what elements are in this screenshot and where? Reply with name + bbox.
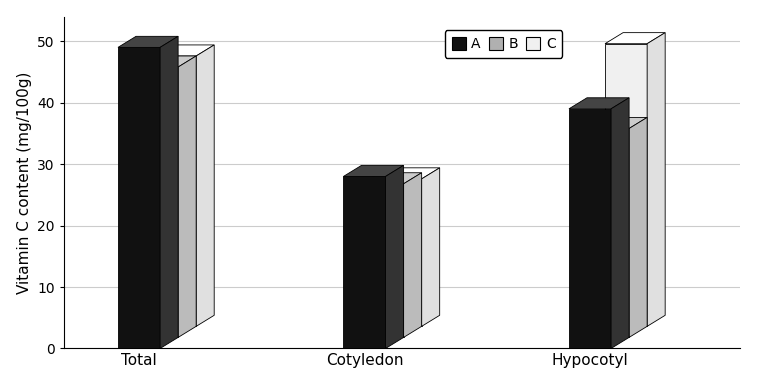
Polygon shape bbox=[605, 44, 647, 326]
Polygon shape bbox=[379, 179, 422, 326]
Polygon shape bbox=[154, 56, 196, 326]
Polygon shape bbox=[118, 36, 178, 47]
Polygon shape bbox=[344, 166, 403, 176]
Polygon shape bbox=[385, 166, 403, 348]
Polygon shape bbox=[587, 117, 647, 129]
Polygon shape bbox=[154, 45, 214, 56]
Polygon shape bbox=[362, 173, 422, 184]
Polygon shape bbox=[136, 56, 196, 67]
Polygon shape bbox=[629, 117, 647, 337]
Polygon shape bbox=[362, 184, 403, 337]
Polygon shape bbox=[196, 45, 214, 326]
Polygon shape bbox=[178, 56, 196, 337]
Polygon shape bbox=[647, 33, 665, 326]
Polygon shape bbox=[344, 176, 385, 348]
Polygon shape bbox=[160, 36, 178, 348]
Polygon shape bbox=[569, 98, 629, 109]
Legend: A, B, C: A, B, C bbox=[444, 30, 562, 58]
Polygon shape bbox=[118, 47, 160, 348]
Y-axis label: Vitamin C content (mg/100g): Vitamin C content (mg/100g) bbox=[17, 71, 32, 294]
Polygon shape bbox=[403, 173, 422, 337]
Polygon shape bbox=[136, 67, 178, 337]
Polygon shape bbox=[569, 109, 611, 348]
Polygon shape bbox=[422, 168, 440, 326]
Polygon shape bbox=[379, 168, 440, 179]
Polygon shape bbox=[605, 33, 665, 44]
Polygon shape bbox=[587, 129, 629, 337]
Polygon shape bbox=[611, 98, 629, 348]
